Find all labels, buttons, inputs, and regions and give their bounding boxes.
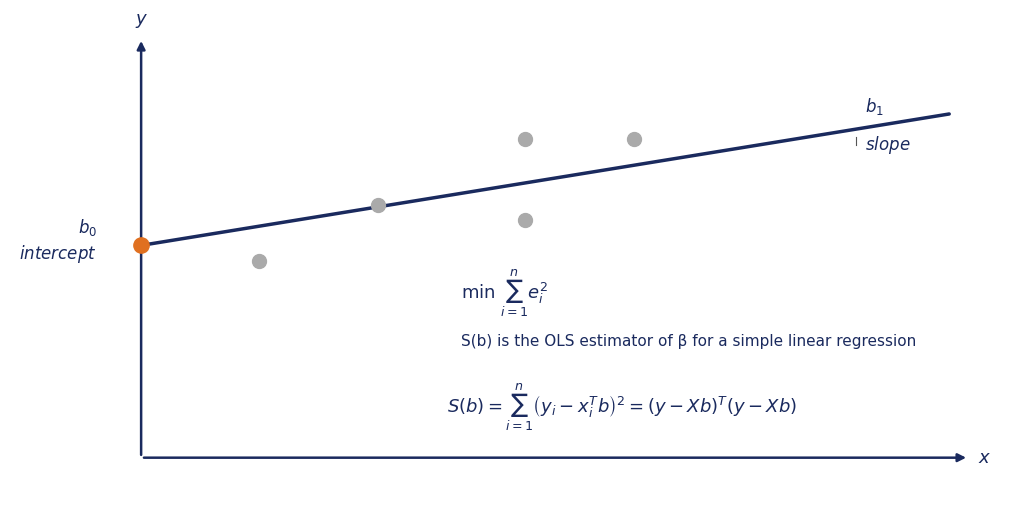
Text: min $\sum_{i=1}^{n} e_i^2$: min $\sum_{i=1}^{n} e_i^2$ [462,268,549,319]
Text: x: x [979,449,989,467]
Text: $slope$: $slope$ [865,134,911,156]
Text: S(b) is the OLS estimator of β for a simple linear regression: S(b) is the OLS estimator of β for a sim… [462,334,916,349]
Text: $S(b) = \sum_{i=1}^{n}\left(y_i - x_i^T b\right)^2 = (y - Xb)^T(y - Xb)$: $S(b) = \sum_{i=1}^{n}\left(y_i - x_i^T … [446,381,797,433]
Text: $b_0$: $b_0$ [78,217,97,238]
Text: $b_1$: $b_1$ [865,96,885,117]
Text: $intercept$: $intercept$ [19,243,97,265]
Text: y: y [136,10,146,28]
